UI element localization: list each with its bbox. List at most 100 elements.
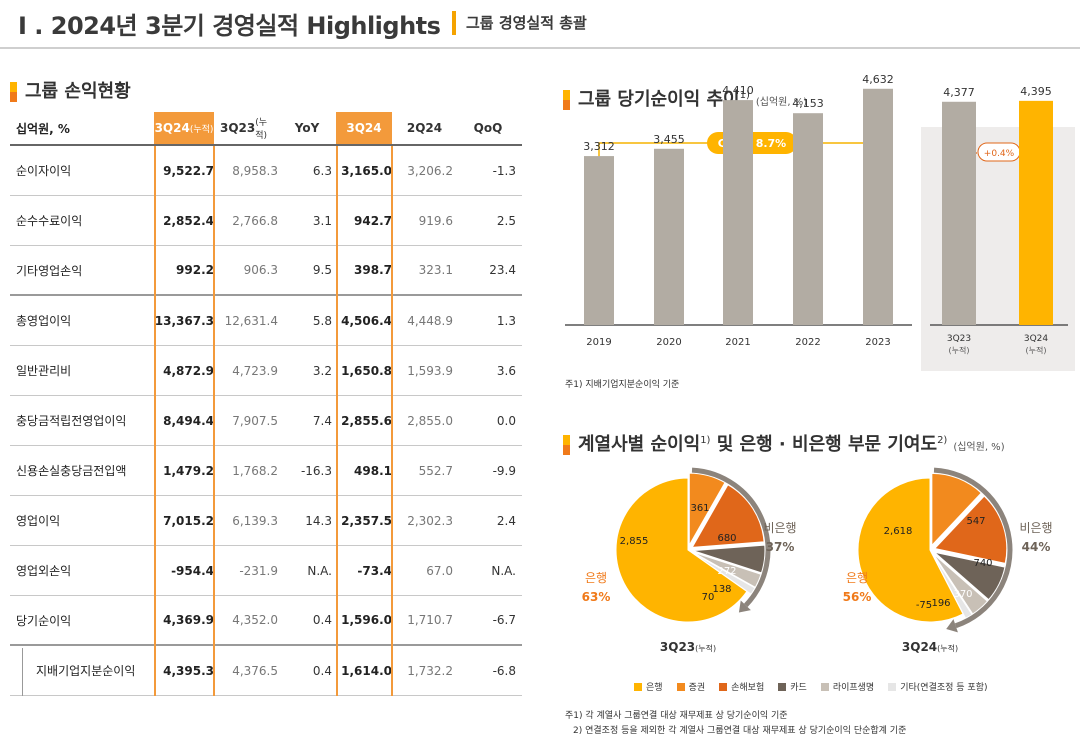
row-value: 0.4	[312, 663, 332, 678]
bar-3Q24	[1019, 100, 1053, 325]
row-value: 1,710.7	[407, 613, 453, 627]
legend-item: 라이프생명	[820, 680, 874, 693]
row-value: -16.3	[300, 463, 332, 478]
row-value: 1,650.8	[341, 363, 392, 378]
row-value: 67.0	[426, 563, 453, 578]
bar-2021	[723, 100, 753, 325]
table-row: 순이자이익 9,522.7 8,958.3 6.3 3,165.0 3,206.2 -1.3	[10, 146, 522, 196]
row-value: 2,302.3	[407, 513, 453, 528]
legend-item: 기타(연결조정 등 포함)	[888, 680, 987, 693]
legend-item: 증권	[676, 680, 705, 693]
col-3q24-cum-label: 3Q24	[154, 121, 190, 135]
pie-value-label: 547	[966, 516, 985, 527]
row-value: 3,206.2	[407, 163, 453, 178]
pie-slice-3	[692, 544, 766, 574]
x-tick-label: 3Q23	[947, 334, 971, 344]
legend-swatch	[778, 682, 787, 691]
pie-unit: (십억원, %)	[953, 442, 1005, 453]
page-header: I . 2024년 3분기 경영실적 Highlights 그룹 경영실적 총괄	[0, 0, 1080, 50]
bar-value-label: 4,632	[862, 73, 894, 86]
row-label: 신용손실충당금전입액	[16, 464, 127, 478]
highlight-line-cum-right	[213, 146, 215, 696]
legend-swatch	[820, 682, 829, 691]
legend-label: 카드	[790, 683, 807, 693]
col-yoy: YoY	[294, 121, 320, 135]
row-value: 0.4	[312, 613, 332, 627]
bank-label: 은행	[585, 570, 607, 585]
section-marker	[10, 82, 17, 102]
row-value: 4,395.3	[163, 663, 214, 678]
pie-slice-1	[931, 472, 982, 547]
legend-item: 카드	[778, 680, 807, 693]
pie-slice-0	[857, 477, 964, 623]
nonbank-arc	[691, 467, 771, 608]
pie-title: 계열사별 순이익1) 및 은행 · 비은행 부문 기여도2)	[578, 431, 947, 455]
pie-slice-4	[692, 551, 762, 589]
row-value: 1,768.2	[232, 463, 278, 478]
row-label: 당기순이익	[16, 613, 72, 628]
table-row: 영업이익 7,015.2 6,139.3 14.3 2,357.5 2,302.3 2.4	[10, 496, 522, 546]
nonbank-share: 37%	[766, 540, 795, 554]
highlight-line-quarter-left	[336, 146, 338, 696]
x-tick-label: 2020	[656, 337, 681, 348]
table-row: 당기순이익 4,369.9 4,352.0 0.4 1,596.0 1,710.7 -6.7	[10, 596, 522, 646]
bank-share: 63%	[582, 590, 611, 604]
highlight-line-quarter-right	[391, 146, 393, 696]
table-row: 충당금적립전영업이익 8,494.4 7,907.5 7.4 2,855.6 2,855.…	[10, 396, 522, 446]
table-row: 순수수료이익 2,852.4 2,766.8 3.1 942.7 919.6 2.5	[10, 196, 522, 246]
pie-value-label: 2,618	[884, 526, 913, 537]
table-row: 기타영업손익 992.2 906.3 9.5 398.7 323.1 23.4	[10, 246, 522, 296]
row-label: 총영업이익	[16, 314, 72, 328]
col-3q23-cum: 3Q23 (누적)	[220, 112, 278, 144]
bar-value-label: 4,410	[722, 84, 754, 97]
nonbank-label: 비은행	[1019, 520, 1052, 535]
x-tick-label: 2021	[725, 337, 750, 348]
row-value: 5.8	[312, 313, 332, 328]
income-title-text: 그룹 손익현황	[25, 81, 131, 102]
row-value: 12,631.4	[224, 313, 278, 328]
legend-swatch	[888, 682, 897, 691]
pie-value-label: 70	[702, 592, 715, 603]
row-value: 4,352.0	[232, 613, 278, 627]
bar-2022	[793, 113, 823, 326]
x-tick-label: 2023	[865, 337, 890, 348]
x-tick-label: 2019	[586, 337, 611, 348]
trend-unit: (십억원, %)	[755, 97, 808, 108]
legend-item: 손해보험	[719, 680, 764, 693]
section-marker	[563, 90, 570, 110]
row-value: 7.4	[312, 413, 332, 428]
row-value: 3.1	[312, 213, 332, 228]
row-value: 3,165.0	[341, 163, 392, 178]
pie-section-title: 계열사별 순이익1) 및 은행 · 비은행 부문 기여도2) (십억원, %)	[563, 431, 1005, 455]
nonbank-label: 비은행	[763, 520, 796, 535]
col-3q24: 3Q24	[346, 121, 382, 135]
pie-value-label: 370	[953, 589, 972, 600]
col-3q24-cum-tag: (누적)	[189, 124, 214, 135]
row-value: 8,494.4	[163, 413, 214, 428]
bar-value-label: 3,455	[653, 133, 685, 146]
row-value: 4,872.9	[163, 363, 214, 378]
row-value: 23.4	[489, 263, 516, 277]
pie-title-b: 및 은행 · 비은행 부문 기여도	[710, 434, 938, 455]
legend-swatch	[634, 682, 642, 691]
sub-row-indent-line	[22, 648, 23, 696]
row-value: 498.1	[354, 463, 392, 478]
pie-value-label: 2,855	[620, 536, 649, 547]
row-label: 영업이익	[16, 514, 61, 528]
col-3q24-cum: 3Q24 (누적)	[154, 112, 214, 144]
row-value: 1,614.0	[341, 663, 392, 678]
col-unit: 십억원, %	[16, 121, 70, 136]
legend-swatch	[719, 682, 728, 691]
row-value: 4,376.5	[232, 663, 278, 678]
bar-2019	[584, 156, 614, 325]
page-title: I . 2024년 3분기 경영실적 Highlights	[18, 12, 441, 40]
header-highlight-cum	[154, 112, 214, 146]
trend-title-sup: 1)	[739, 90, 750, 101]
row-value: 2,357.5	[341, 513, 392, 528]
pie-value-label: -75	[916, 600, 932, 611]
row-value: -6.8	[492, 663, 516, 678]
pie-title-a: 계열사별 순이익	[578, 434, 701, 455]
pie-slice-4	[932, 553, 989, 615]
